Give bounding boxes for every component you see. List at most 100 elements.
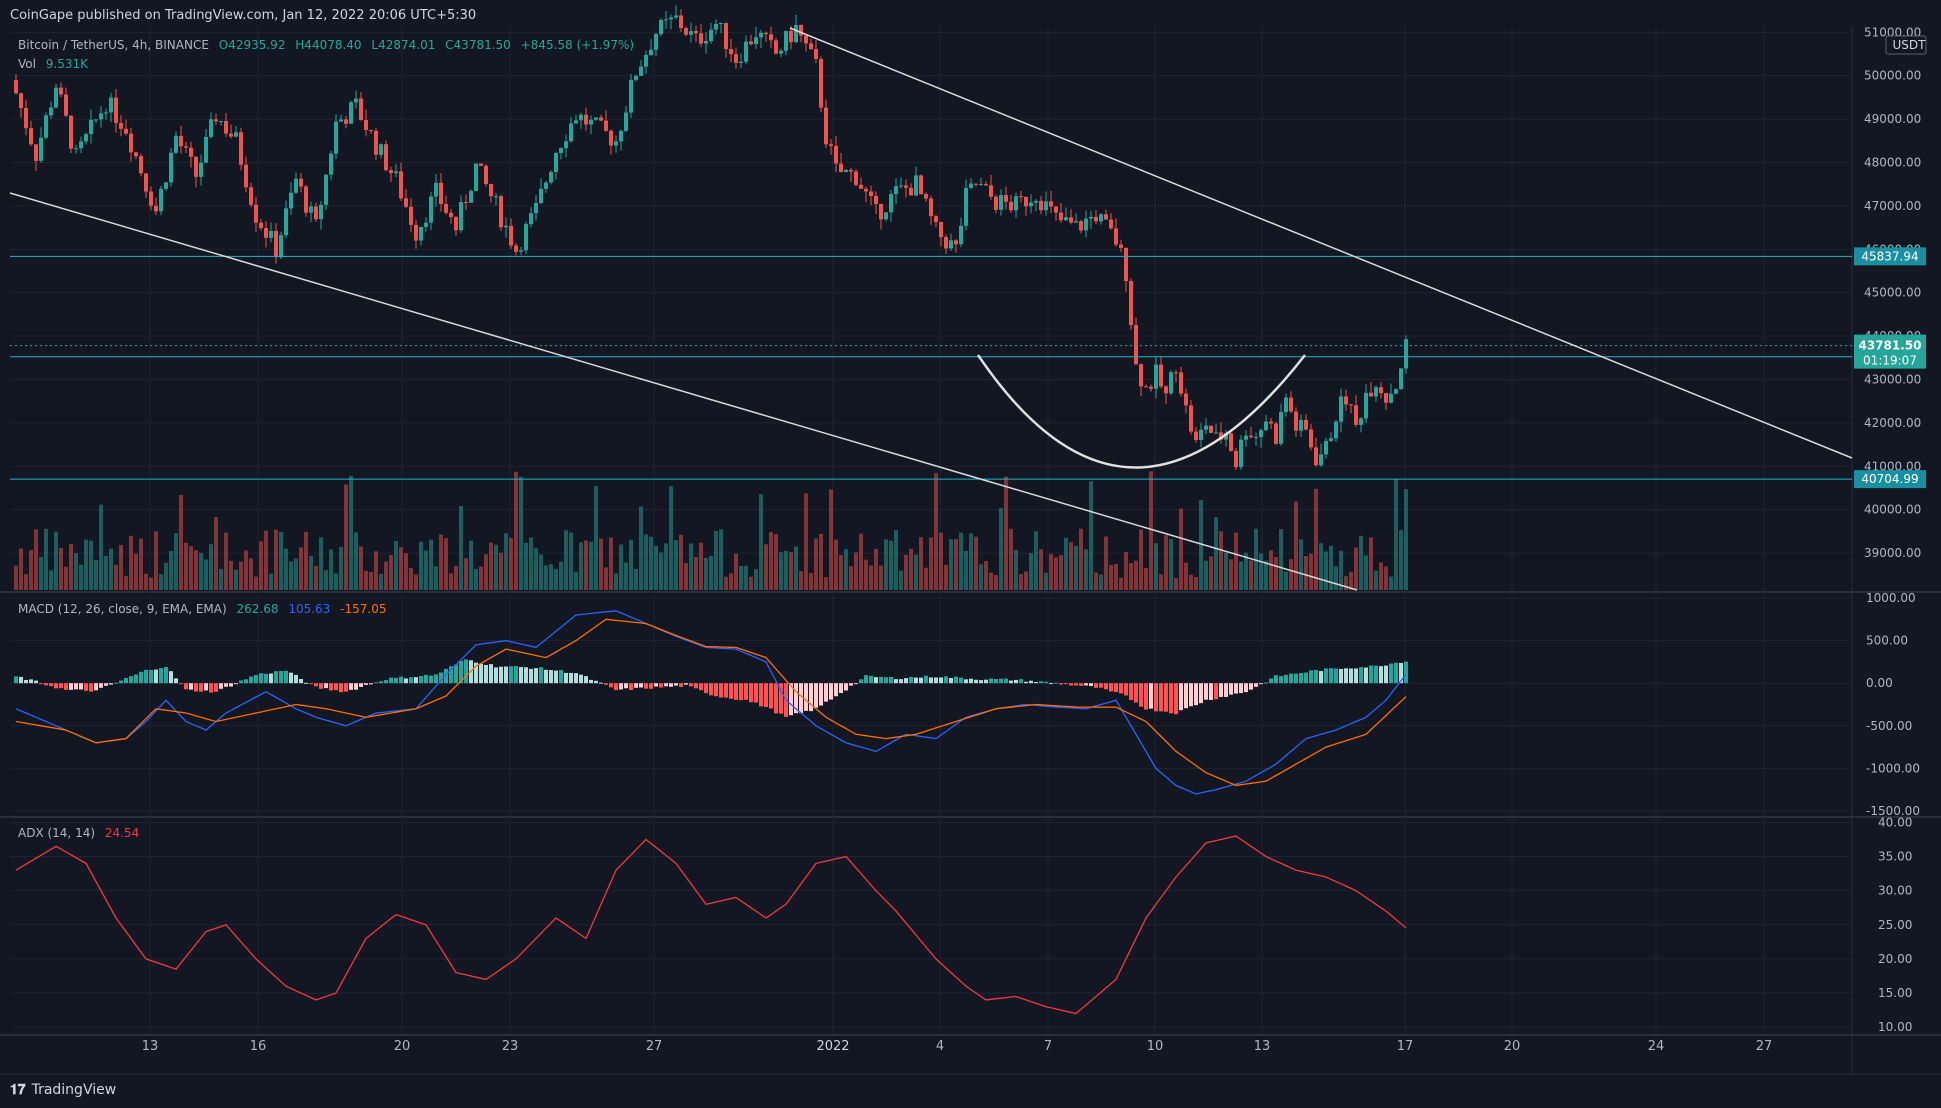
volume-bar <box>1004 476 1008 590</box>
volume-bar <box>24 574 28 590</box>
volume-bar <box>1314 488 1318 590</box>
volume-bar <box>384 561 388 590</box>
macd-histogram-bar <box>619 683 623 690</box>
price-tick-label: 49000.00 <box>1864 112 1921 126</box>
macd-histogram-bar <box>204 683 208 691</box>
candle-body <box>244 164 248 188</box>
volume-bar <box>864 559 868 590</box>
candle-body <box>1079 221 1083 231</box>
candle-body <box>789 30 793 43</box>
candle-body <box>939 221 943 238</box>
candle-body <box>729 49 733 55</box>
volume-bar <box>699 542 703 590</box>
level-price-label: 45837.94 <box>1861 249 1918 263</box>
candle-body <box>294 178 298 193</box>
volume-bar <box>1399 530 1403 590</box>
macd-histogram-bar <box>959 677 963 684</box>
volume-bar <box>489 542 493 590</box>
macd-histogram-bar <box>1354 668 1358 684</box>
volume-bar <box>744 565 748 590</box>
macd-histogram-bar <box>1274 675 1278 684</box>
volume-bar <box>534 548 538 590</box>
macd-histogram-bar <box>1199 683 1203 704</box>
macd-histogram-bar <box>424 674 428 684</box>
volume-bar <box>874 548 878 590</box>
volume-bar <box>1024 571 1028 590</box>
candle-body <box>769 34 773 41</box>
macd-histogram-bar <box>144 669 148 684</box>
macd-histogram-bar <box>249 676 253 684</box>
macd-histogram-bar <box>589 679 593 684</box>
candle-body <box>149 191 153 206</box>
candle-body <box>689 31 693 35</box>
macd-histogram-bar <box>829 683 833 700</box>
macd-histogram-bar <box>494 667 498 684</box>
volume-bar <box>789 552 793 590</box>
macd-histogram-bar <box>1029 680 1033 684</box>
macd-histogram-bar <box>1294 673 1298 684</box>
macd-histogram-bar <box>769 683 773 709</box>
volume-bar <box>1404 489 1408 590</box>
candle-body <box>329 153 333 175</box>
volume-bar <box>499 552 503 590</box>
price-tick-label: 48000.00 <box>1864 156 1921 170</box>
candle-body <box>199 162 203 177</box>
volume-bar <box>764 544 768 590</box>
volume-bar <box>794 546 798 590</box>
volume-bar <box>529 537 533 590</box>
volume-bar <box>969 533 973 590</box>
macd-histogram-bar <box>1254 683 1258 687</box>
macd-histogram-bar <box>679 683 683 687</box>
macd-histogram-bar <box>94 683 98 691</box>
macd-histogram-bar <box>499 666 503 684</box>
candle-body <box>379 144 383 155</box>
candle-body <box>749 41 753 45</box>
volume-bar <box>294 558 298 590</box>
high-value: H44078.40 <box>295 38 362 52</box>
macd-histogram-bar <box>1139 683 1143 707</box>
macd-histogram-bar <box>264 673 268 684</box>
volume-bar <box>1269 550 1273 590</box>
volume-bar <box>624 562 628 590</box>
candle-body <box>704 41 708 44</box>
volume-bar <box>829 489 833 590</box>
volume-bar <box>674 540 678 590</box>
candle-body <box>399 171 403 199</box>
volume-bar <box>1169 539 1173 590</box>
candle-body <box>1014 196 1018 211</box>
candle-body <box>604 120 608 131</box>
candle-body <box>99 113 103 120</box>
candle-body <box>634 75 638 81</box>
volume-bar <box>594 486 598 590</box>
volume-bar <box>1264 560 1268 590</box>
candle-body <box>139 156 143 174</box>
candle-body <box>1264 421 1268 431</box>
candle-body <box>214 119 218 122</box>
macd-histogram-bar <box>554 670 558 684</box>
macd-value: 105.63 <box>288 602 331 616</box>
candle-body <box>599 117 603 121</box>
macd-histogram-bar <box>779 683 783 714</box>
candle-body <box>584 114 588 125</box>
volume-bar <box>859 533 863 590</box>
macd-histogram-bar <box>1084 683 1088 686</box>
macd-histogram-bar <box>934 677 938 684</box>
footer-brand[interactable]: TradingView <box>31 1082 117 1098</box>
macd-histogram-bar <box>334 683 338 691</box>
volume-bar <box>1124 552 1128 590</box>
macd-histogram-bar <box>1384 665 1388 684</box>
candle-body <box>1109 219 1113 229</box>
candle-body <box>869 191 873 196</box>
macd-histogram-bar <box>1249 683 1253 690</box>
tradingview-logo-icon[interactable]: 𝟏𝟕 <box>10 1082 26 1098</box>
candle-body <box>1219 432 1223 440</box>
macd-histogram-bar <box>534 668 538 684</box>
candle-body <box>909 187 913 196</box>
volume-bar <box>354 532 358 590</box>
macd-histogram-bar <box>859 679 863 684</box>
macd-histogram-bar <box>789 683 793 716</box>
macd-histogram-bar <box>1359 667 1363 684</box>
macd-signal-line <box>15 618 1407 787</box>
macd-histogram-bar <box>1244 683 1248 693</box>
volume-bar <box>479 566 483 590</box>
